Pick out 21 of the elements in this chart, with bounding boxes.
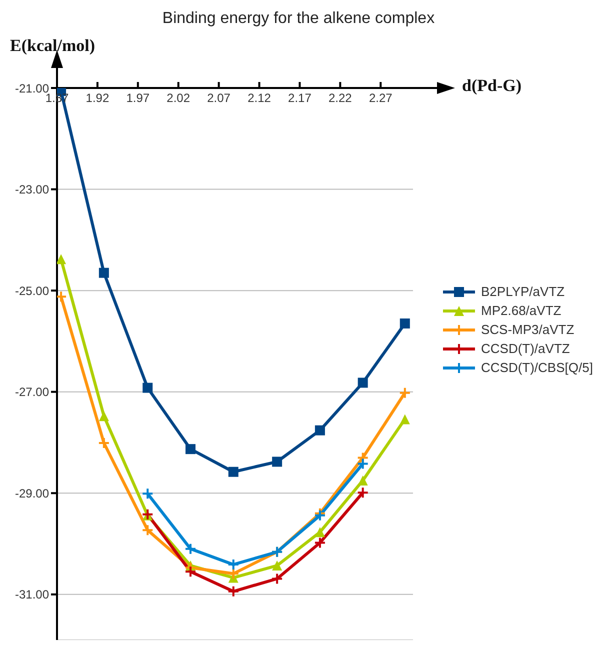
x-tick-label: 1.92 <box>86 91 110 105</box>
x-tick-label: 2.07 <box>207 91 231 105</box>
x-tick-label: 2.22 <box>328 91 352 105</box>
y-tick-label: -23.00 <box>14 182 50 197</box>
x-tick-label: 2.12 <box>248 91 272 105</box>
legend-label: B2PLYP/aVTZ <box>481 284 565 299</box>
legend-label: MP2.68/aVTZ <box>481 303 562 318</box>
legend-label: CCSD(T)/aVTZ <box>481 341 570 356</box>
legend-label: CCSD(T)/CBS[Q/5] <box>481 360 593 375</box>
y-tick-label: -31.00 <box>14 588 50 602</box>
y-tick-label: -25.00 <box>14 284 50 298</box>
x-axis-title: d(Pd-G) <box>462 76 522 96</box>
legend-label: SCS-MP3/aVTZ <box>481 322 574 337</box>
x-tick-label: 2.02 <box>166 91 190 105</box>
chart-title: Binding energy for the alkene complex <box>161 10 436 28</box>
y-tick-label: -27.00 <box>14 385 50 400</box>
x-tick-label: 2.17 <box>288 91 312 105</box>
x-tick-label: 2.27 <box>368 91 393 105</box>
y-axis-title: E(kcal/mol) <box>10 36 95 56</box>
y-tick-label: -29.00 <box>14 486 50 500</box>
x-tick-label: 1.97 <box>126 91 150 105</box>
